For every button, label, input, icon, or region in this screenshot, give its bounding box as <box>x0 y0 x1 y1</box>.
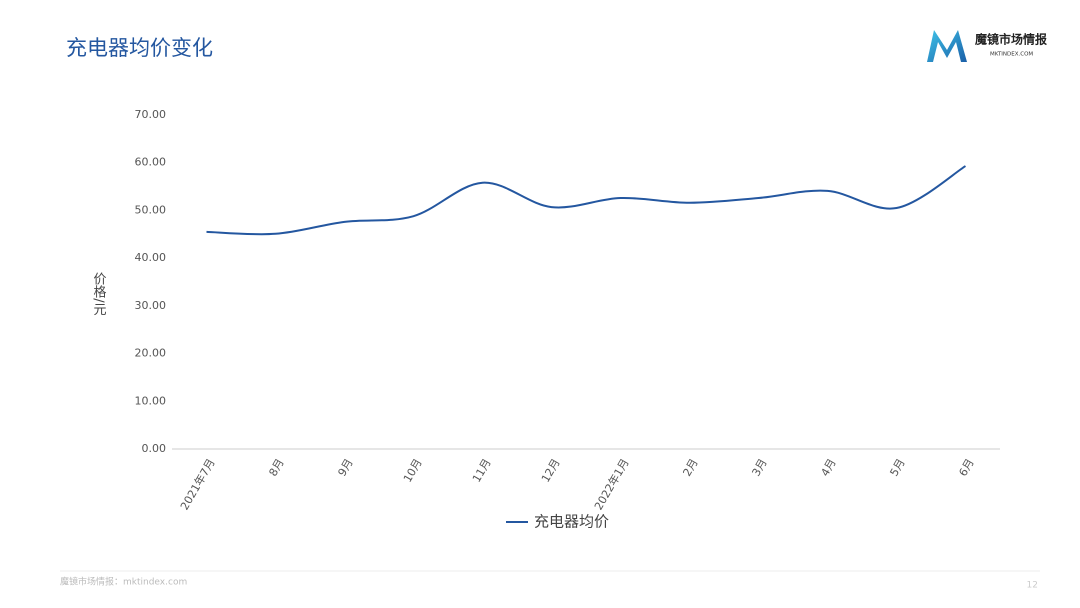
y-axis-label: 价格/元 <box>91 272 107 317</box>
page-number: 12 <box>1027 581 1038 591</box>
y-tick-label: 10.00 <box>135 394 167 407</box>
footer-source: 魔镜市场情报：mktindex.com <box>60 576 187 588</box>
y-tick-label: 0.00 <box>142 442 167 455</box>
chart-title: 充电器均价变化 <box>66 36 213 60</box>
legend-label: 充电器均价 <box>534 513 609 531</box>
logo-url: MKTINDEX.COM <box>990 52 1033 58</box>
y-tick-label: 30.00 <box>135 299 167 312</box>
y-tick-label: 40.00 <box>135 251 167 264</box>
logo-mark <box>927 30 967 62</box>
y-tick-label: 70.00 <box>135 108 167 121</box>
logo-name: 魔镜市场情报 <box>975 32 1047 47</box>
y-tick-label: 50.00 <box>135 203 167 216</box>
y-tick-label: 60.00 <box>135 156 167 169</box>
data-line <box>206 165 967 236</box>
y-tick-label: 20.00 <box>135 347 167 360</box>
